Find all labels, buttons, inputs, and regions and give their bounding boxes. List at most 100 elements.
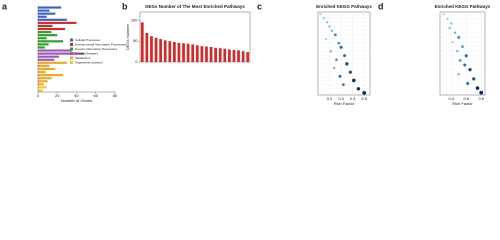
bar xyxy=(228,49,231,62)
y-tick-label: 50 xyxy=(133,38,138,43)
bar xyxy=(38,15,47,18)
figure: a 0 20 40 60 80 Number of Genes Cellular Proces… xyxy=(2,1,491,106)
bar xyxy=(38,31,52,34)
bar xyxy=(38,21,77,24)
legend-swatch xyxy=(70,38,73,42)
point xyxy=(475,86,480,90)
bar xyxy=(38,77,52,80)
legend-label: Cellular Processes xyxy=(75,38,101,42)
point xyxy=(352,78,356,83)
bar xyxy=(140,22,144,63)
bar xyxy=(38,55,60,58)
point xyxy=(319,13,322,16)
y-tick-label: 0 xyxy=(135,59,138,64)
point xyxy=(362,91,367,95)
bar xyxy=(38,86,47,89)
bar xyxy=(38,40,64,43)
point xyxy=(479,90,484,95)
bar xyxy=(38,46,45,49)
legend-swatch xyxy=(70,61,73,64)
panel-label: a xyxy=(2,1,8,11)
chart-title: Enriched KEGG Pathways xyxy=(316,4,372,9)
legend-swatch xyxy=(70,52,73,55)
x-tick-label: 80 xyxy=(113,93,118,98)
point xyxy=(332,66,336,70)
x-tick-label: 60 xyxy=(94,93,99,98)
x-tick-label: 40 xyxy=(74,93,79,98)
chart-title: Enriched KEGG Pathways xyxy=(435,4,491,9)
bar xyxy=(209,47,213,62)
legend-swatch xyxy=(70,47,73,51)
bar xyxy=(205,46,208,62)
panel-label: b xyxy=(122,1,128,11)
bar xyxy=(177,42,181,62)
x-axis-label: Number of Genes xyxy=(61,98,93,103)
bar xyxy=(159,39,162,62)
point xyxy=(356,87,361,91)
point xyxy=(337,41,341,45)
x-tick-label: 0.6 xyxy=(463,96,469,101)
bar xyxy=(200,46,204,62)
chart-title: DEGs Number of The Most Enriched Pathway… xyxy=(145,4,245,9)
bar xyxy=(154,37,158,62)
x-tick-label: 0.5 xyxy=(361,96,367,101)
bar xyxy=(38,6,62,9)
y-axis-label: DEGs Number xyxy=(125,23,130,50)
bar xyxy=(186,43,190,62)
bar xyxy=(38,9,50,12)
bar xyxy=(38,34,58,37)
bar xyxy=(218,48,222,62)
bar xyxy=(145,32,149,62)
bar xyxy=(195,45,199,62)
point xyxy=(451,40,454,44)
x-axis-label: Rich Factor xyxy=(452,101,473,106)
bar xyxy=(38,58,55,61)
point xyxy=(343,54,347,58)
bar xyxy=(38,61,67,64)
point xyxy=(457,73,460,76)
point xyxy=(472,77,476,81)
point xyxy=(326,21,329,24)
bar xyxy=(38,18,67,21)
bar xyxy=(246,52,250,62)
bar xyxy=(38,64,50,67)
bar xyxy=(38,43,49,46)
point xyxy=(325,37,328,41)
bar xyxy=(173,42,176,62)
x-tick-label: 0.2 xyxy=(327,96,333,101)
point xyxy=(328,25,331,28)
bar xyxy=(182,43,185,62)
bar xyxy=(38,74,64,77)
point xyxy=(330,29,334,32)
x-tick-label: 0.8 xyxy=(478,96,484,101)
x-tick-label: 0.4 xyxy=(350,96,356,101)
bar xyxy=(38,52,85,55)
bar xyxy=(241,51,245,62)
bar xyxy=(38,67,56,71)
x-tick-label: 0.3 xyxy=(338,96,344,101)
point xyxy=(345,62,349,66)
bar xyxy=(38,89,43,92)
plot-frame xyxy=(439,11,486,96)
legend-label: Organismal Systems xyxy=(75,60,103,64)
legend-label: Environmental Information Processing xyxy=(75,42,126,46)
x-tick-label: 0 xyxy=(37,93,40,98)
bar xyxy=(163,40,167,62)
bar xyxy=(214,47,217,62)
point xyxy=(457,35,461,39)
x-axis-label: Rich Factor xyxy=(334,101,355,106)
bar xyxy=(38,37,47,40)
bar xyxy=(38,80,48,83)
bar xyxy=(38,70,46,74)
point xyxy=(448,26,452,30)
bar xyxy=(38,12,56,15)
bar xyxy=(191,44,195,62)
bar xyxy=(150,36,153,62)
bar xyxy=(168,41,172,62)
point xyxy=(468,67,472,72)
point xyxy=(338,74,342,78)
legend-label: Human Diseases xyxy=(75,51,98,55)
legend-swatch xyxy=(70,43,73,46)
bar xyxy=(38,83,44,86)
point xyxy=(464,54,468,58)
